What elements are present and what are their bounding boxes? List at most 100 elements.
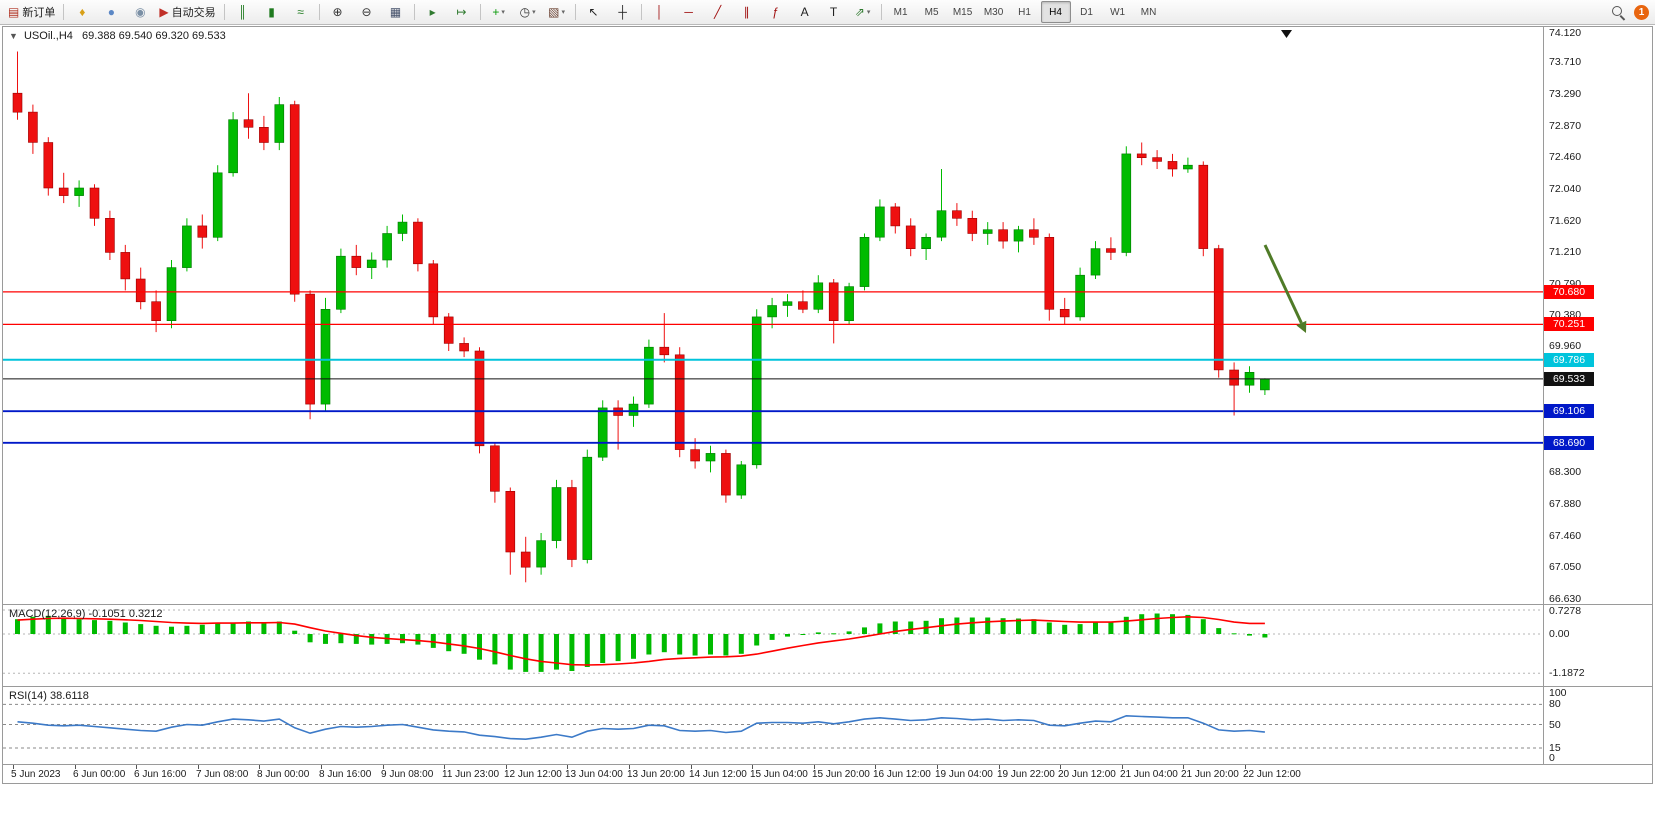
auto-scroll-icon: ▸ [429,5,436,19]
timeframe-d1[interactable]: D1 [1080,6,1093,18]
time-tick [136,765,137,769]
timeframe-mn[interactable]: MN [1140,6,1157,18]
zoom-out-icon[interactable]: ⊖ [353,1,381,23]
time-label: 9 Jun 08:00 [381,769,434,780]
candlestick-series[interactable] [12,51,1270,583]
bar-chart-icon[interactable]: ║ [229,1,257,23]
macd-main-value: -0.1051 [88,608,126,620]
cursor-icon[interactable]: ↖ [580,1,608,23]
line-chart-icon: ≈ [297,5,304,19]
time-label: 21 Jun 20:00 [1181,769,1239,780]
text-label-icon[interactable]: T [820,1,848,23]
timeframe-h1[interactable]: H1 [1018,6,1031,18]
vertical-line-icon: │ [655,5,664,19]
time-label: 16 Jun 12:00 [873,769,931,780]
time-tick [629,765,630,769]
auto-scroll-icon[interactable]: ▸ [419,1,447,23]
alert-horn-icon[interactable]: ♦ [68,1,96,23]
time-label: 13 Jun 20:00 [627,769,685,780]
chart-title: ▼ USOil.,H4 69.388 69.540 69.320 69.533 [9,30,226,42]
macd-chart-canvas[interactable] [3,605,1544,686]
chart-shift-icon[interactable]: ↦ [448,1,476,23]
toolbar-separator [63,4,65,20]
notification-badge[interactable]: 1 [1634,4,1649,20]
time-axis[interactable]: 5 Jun 2023 6 Jun 00:00 6 Jun 16:00 7 Jun 08… [3,765,1652,783]
button-label: 新订单 [22,7,56,19]
line-chart-icon[interactable]: ≈ [287,1,315,23]
time-tick [875,765,876,769]
chart-menu-toggle-icon[interactable]: ▼ [9,31,18,41]
indicators-add-icon[interactable]: + ▾ [485,1,513,23]
rsi-value: 38.6118 [49,690,89,702]
time-label: 14 Jun 12:00 [689,769,747,780]
axis-label: 72.460 [1549,150,1582,163]
symbol-timeframe: USOil.,H4 [23,30,73,42]
candlestick-chart-canvas[interactable] [3,27,1544,604]
candlestick-chart-icon: ▮ [268,5,275,19]
tile-windows-icon[interactable]: ▦ [382,1,410,23]
horizontal-line-icon: ─ [684,5,693,19]
time-label: 6 Jun 16:00 [134,769,187,780]
trendline-icon[interactable]: ╱ [704,1,732,23]
arrows-icon[interactable]: ⇗ ▾ [849,1,877,23]
price-pane[interactable]: ▼ USOil.,H4 69.388 69.540 69.320 69.533 … [3,27,1652,605]
zoom-in-icon: ⊕ [332,5,343,19]
new-order-button[interactable]: ▤ 新订单 [4,1,59,23]
vertical-line-icon[interactable]: │ [646,1,674,23]
rsi-chart-canvas[interactable] [3,687,1544,764]
time-label: 11 Jun 23:00 [442,769,500,780]
candlestick-chart-icon[interactable]: ▮ [258,1,286,23]
time-tick [198,765,199,769]
zoom-in-icon[interactable]: ⊕ [324,1,352,23]
rsi-pane[interactable]: RSI(14) 38.6118 100 80 50 15 0 [3,687,1652,765]
search-icon[interactable] [1611,5,1626,20]
time-label: 21 Jun 04:00 [1120,769,1178,780]
timeframe-m1[interactable]: M1 [893,6,908,18]
time-tick [1060,765,1061,769]
channel-icon[interactable]: ∥ [733,1,761,23]
community-icon[interactable]: ● [97,1,125,23]
rsi-axis[interactable]: 100 80 50 15 0 [1543,687,1652,764]
autotrade-button[interactable]: ▶ 自动交易 [155,1,219,23]
timeframe-h4[interactable]: H4 [1040,1,1071,23]
price-tag-70.251: 70.251 [1544,317,1594,331]
axis-label: 71.210 [1549,245,1582,258]
price-axis[interactable]: 74.120 73.710 73.290 72.870 72.460 72.040 71.6… [1543,27,1652,605]
text-icon[interactable]: A [791,1,819,23]
trend-arrow-annotation[interactable] [1263,244,1307,333]
crosshair-icon: ┼ [618,5,627,19]
price-tag-70.680: 70.680 [1544,285,1594,299]
time-tick [752,765,753,769]
toolbar-items: ▤ 新订单 ♦ ● ◉ ▶ 自动交易 ║ ▮ ≈ ⊕ ⊖ ▦ ▸ ↦ + ▾ ◷ ▾ ▧ ▾ ↖ ┼ │ ─ ╱ ∥ ƒ A T ⇗ ▾ M1 M… [4,1,1164,23]
macd-signal-value: 0.3212 [128,608,163,620]
crosshair-icon[interactable]: ┼ [609,1,637,23]
trendline-icon: ╱ [713,5,722,19]
toolbar-separator [318,4,320,20]
time-label: 8 Jun 00:00 [257,769,310,780]
timeframe-w1[interactable]: W1 [1110,6,1126,18]
time-label: 19 Jun 22:00 [997,769,1055,780]
periods-clock-icon: ◷ [519,5,531,19]
timeframe-m5[interactable]: M5 [924,6,939,18]
toolbar-separator [413,4,415,20]
chart-window: ▼ USOil.,H4 69.388 69.540 69.320 69.533 … [2,26,1653,784]
fibonacci-icon[interactable]: ƒ [762,1,790,23]
text-icon: A [800,5,809,19]
price-tag-69.786: 69.786 [1544,353,1594,367]
cursor-icon: ↖ [588,5,599,19]
axis-label: 68.300 [1549,466,1582,479]
time-tick [444,765,445,769]
timeframe-m15[interactable]: M15 [952,6,973,18]
time-tick [567,765,568,769]
periods-clock-icon[interactable]: ◷ ▾ [514,1,542,23]
time-tick [937,765,938,769]
time-tick [999,765,1000,769]
templates-icon: ▧ [548,5,560,19]
macd-pane[interactable]: MACD(12,26,9) -0.1051 0.3212 0.7278 0.00 -… [3,605,1652,687]
axis-label: 15 [1549,741,1561,754]
templates-icon[interactable]: ▧ ▾ [543,1,571,23]
macd-axis[interactable]: 0.7278 0.00 -1.1872 [1543,605,1652,686]
support-headset-icon[interactable]: ◉ [126,1,154,23]
timeframe-m30[interactable]: M30 [983,6,1004,18]
horizontal-line-icon[interactable]: ─ [675,1,703,23]
